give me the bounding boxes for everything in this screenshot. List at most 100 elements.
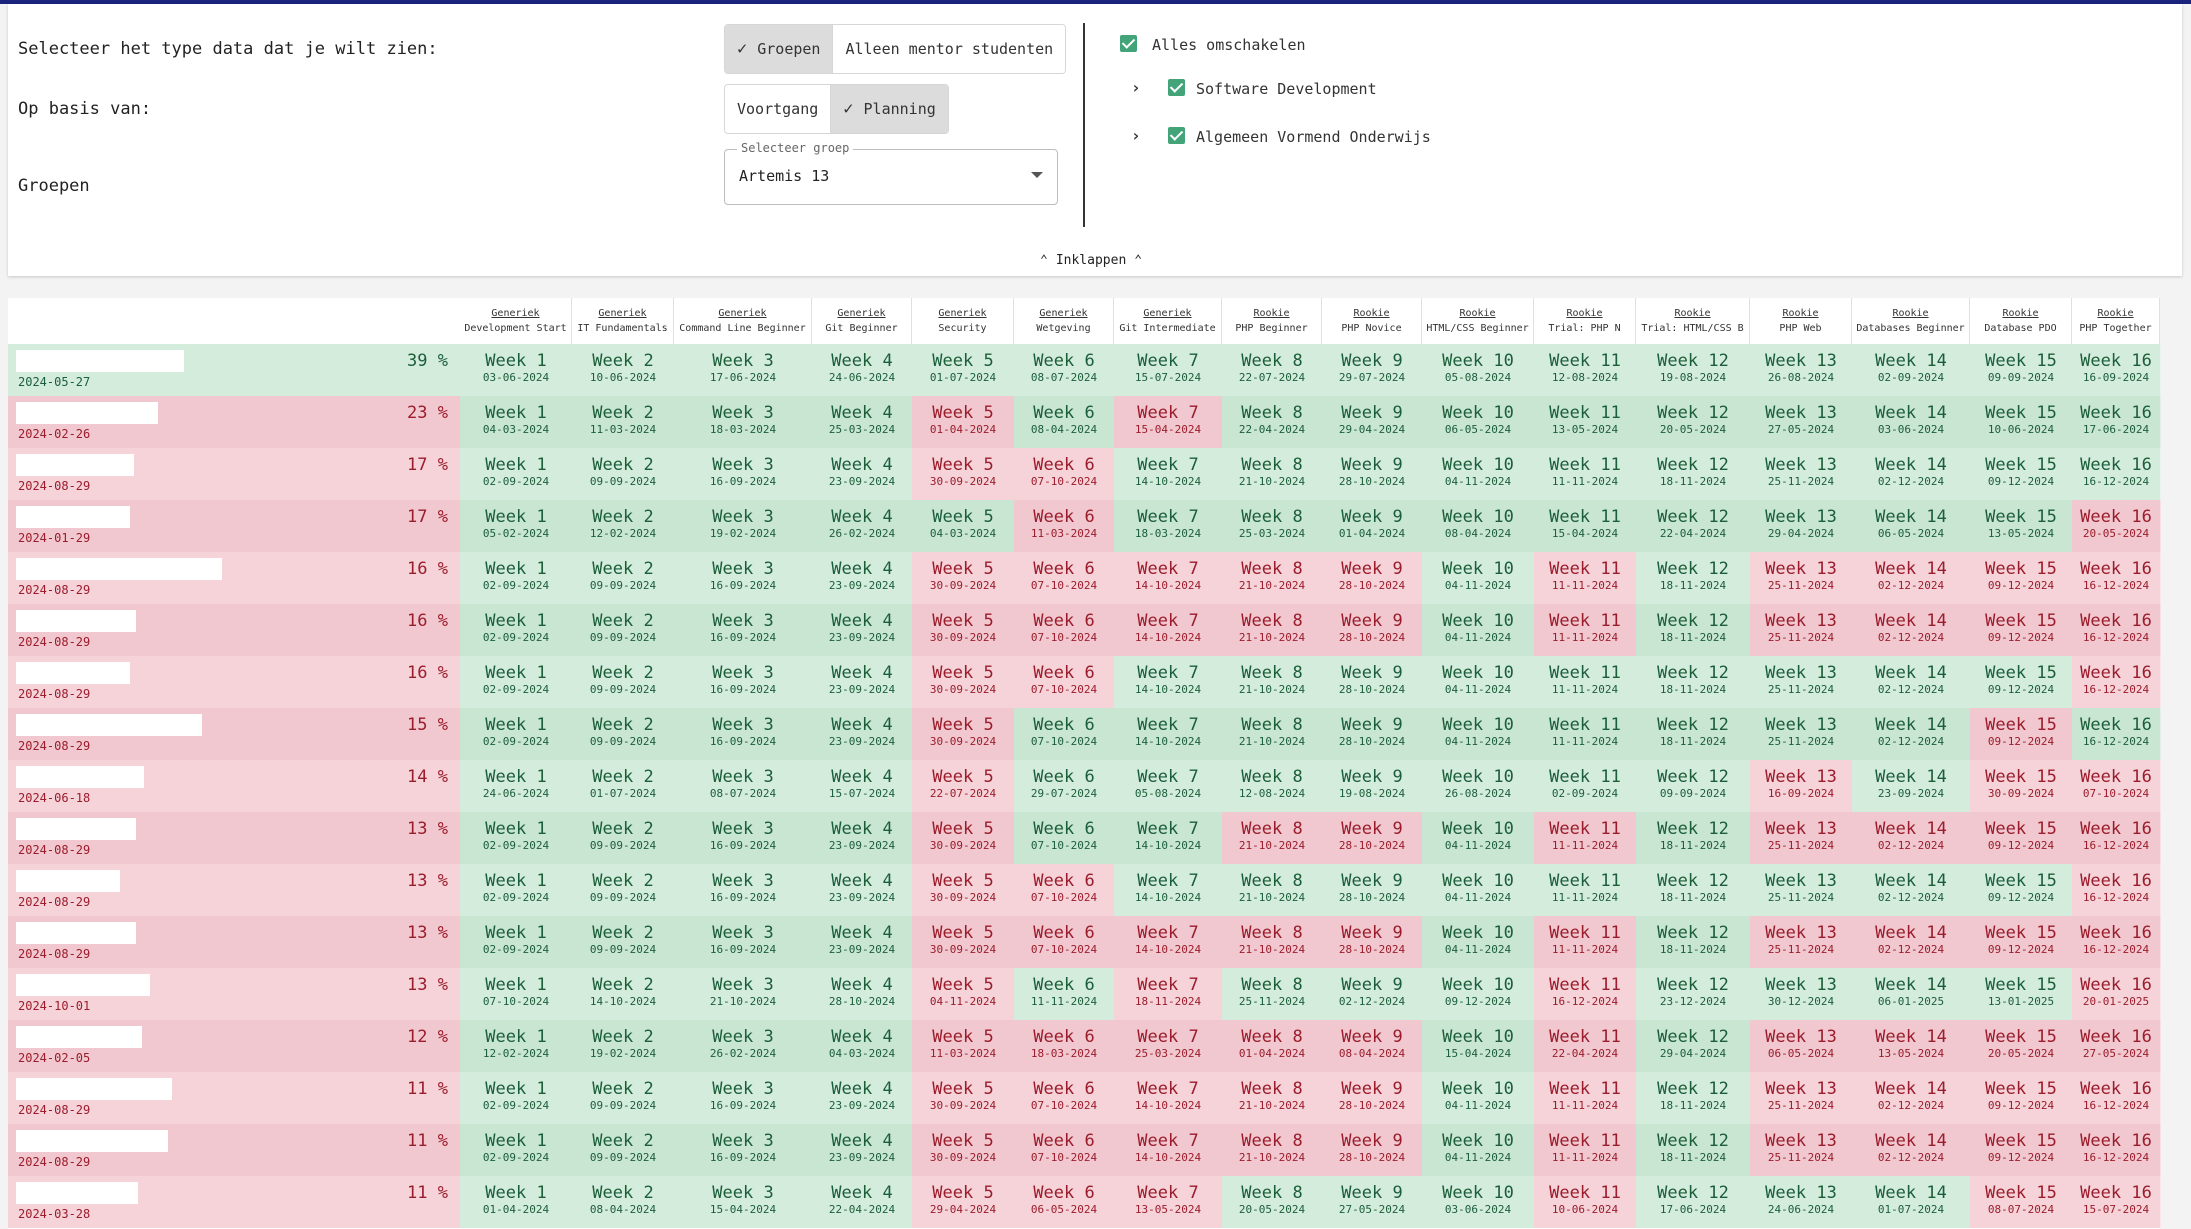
week-cell[interactable]: Week 10 04-11-2024: [1422, 1124, 1535, 1176]
week-cell[interactable]: Week 1 03-06-2024: [460, 344, 573, 396]
week-cell[interactable]: Week 1 02-09-2024: [460, 812, 573, 864]
week-cell[interactable]: Week 8 21-10-2024: [1222, 552, 1323, 604]
week-cell[interactable]: Week 9 28-10-2024: [1322, 552, 1423, 604]
week-cell[interactable]: Week 10 09-12-2024: [1422, 968, 1535, 1020]
student-cell[interactable]: 2024-08-29 13 %: [8, 864, 460, 916]
week-cell[interactable]: Week 14 02-12-2024: [1852, 916, 1971, 968]
week-cell[interactable]: Week 9 28-10-2024: [1322, 1072, 1423, 1124]
week-cell[interactable]: Week 6 08-04-2024: [1014, 396, 1115, 448]
week-cell[interactable]: Week 6 08-07-2024: [1014, 344, 1115, 396]
week-cell[interactable]: Week 6 07-10-2024: [1014, 656, 1115, 708]
week-cell[interactable]: Week 4 22-04-2024: [812, 1176, 913, 1228]
week-cell[interactable]: Week 14 02-12-2024: [1852, 1072, 1971, 1124]
week-cell[interactable]: Week 11 11-11-2024: [1534, 916, 1637, 968]
week-cell[interactable]: Week 2 09-09-2024: [572, 656, 675, 708]
column-header[interactable]: Generiek Git Intermediate: [1114, 298, 1222, 344]
week-cell[interactable]: Week 16 16-12-2024: [2072, 1072, 2161, 1124]
week-cell[interactable]: Week 9 28-10-2024: [1322, 1124, 1423, 1176]
week-cell[interactable]: Week 16 16-12-2024: [2072, 916, 2161, 968]
column-header[interactable]: Generiek Security: [912, 298, 1014, 344]
student-cell[interactable]: 2024-08-29 13 %: [8, 916, 460, 968]
week-cell[interactable]: Week 9 02-12-2024: [1322, 968, 1423, 1020]
basis-option-planning[interactable]: ✓ Planning: [830, 85, 948, 133]
week-cell[interactable]: Week 1 02-09-2024: [460, 1124, 573, 1176]
week-cell[interactable]: Week 1 02-09-2024: [460, 864, 573, 916]
week-cell[interactable]: Week 3 16-09-2024: [674, 1072, 813, 1124]
week-cell[interactable]: Week 15 20-05-2024: [1970, 1020, 2073, 1072]
week-cell[interactable]: Week 10 15-04-2024: [1422, 1020, 1535, 1072]
week-cell[interactable]: Week 12 22-04-2024: [1636, 500, 1751, 552]
week-cell[interactable]: Week 3 17-06-2024: [674, 344, 813, 396]
week-cell[interactable]: Week 12 09-09-2024: [1636, 760, 1751, 812]
week-cell[interactable]: Week 7 14-10-2024: [1114, 448, 1223, 500]
week-cell[interactable]: Week 14 02-12-2024: [1852, 708, 1971, 760]
week-cell[interactable]: Week 2 09-09-2024: [572, 604, 675, 656]
column-header[interactable]: Rookie HTML/CSS Beginner: [1422, 298, 1534, 344]
week-cell[interactable]: Week 13 25-11-2024: [1750, 552, 1853, 604]
table-row[interactable]: 2024-08-29 13 % Week 1 02-09-2024 Week 2 09-0…: [8, 864, 2161, 916]
week-cell[interactable]: Week 5 30-09-2024: [912, 864, 1015, 916]
week-cell[interactable]: Week 5 30-09-2024: [912, 1124, 1015, 1176]
week-cell[interactable]: Week 1 24-06-2024: [460, 760, 573, 812]
week-cell[interactable]: Week 7 15-04-2024: [1114, 396, 1223, 448]
week-cell[interactable]: Week 1 02-09-2024: [460, 1072, 573, 1124]
table-row[interactable]: 2024-06-18 14 % Week 1 24-06-2024 Week 2 01-0…: [8, 760, 2161, 812]
week-cell[interactable]: Week 3 19-02-2024: [674, 500, 813, 552]
week-cell[interactable]: Week 5 04-03-2024: [912, 500, 1015, 552]
week-cell[interactable]: Week 5 11-03-2024: [912, 1020, 1015, 1072]
week-cell[interactable]: Week 11 11-11-2024: [1534, 656, 1637, 708]
week-cell[interactable]: Week 13 30-12-2024: [1750, 968, 1853, 1020]
week-cell[interactable]: Week 12 18-11-2024: [1636, 1072, 1751, 1124]
week-cell[interactable]: Week 4 23-09-2024: [812, 1124, 913, 1176]
table-row[interactable]: 2024-08-29 13 % Week 1 02-09-2024 Week 2 09-0…: [8, 812, 2161, 864]
week-cell[interactable]: Week 3 16-09-2024: [674, 864, 813, 916]
week-cell[interactable]: Week 8 21-10-2024: [1222, 1124, 1323, 1176]
week-cell[interactable]: Week 6 07-10-2024: [1014, 916, 1115, 968]
week-cell[interactable]: Week 14 06-05-2024: [1852, 500, 1971, 552]
week-cell[interactable]: Week 10 06-05-2024: [1422, 396, 1535, 448]
week-cell[interactable]: Week 11 02-09-2024: [1534, 760, 1637, 812]
week-cell[interactable]: Week 10 04-11-2024: [1422, 916, 1535, 968]
week-cell[interactable]: Week 8 20-05-2024: [1222, 1176, 1323, 1228]
week-cell[interactable]: Week 8 25-03-2024: [1222, 500, 1323, 552]
week-cell[interactable]: Week 10 05-08-2024: [1422, 344, 1535, 396]
week-cell[interactable]: Week 5 30-09-2024: [912, 812, 1015, 864]
week-cell[interactable]: Week 5 30-09-2024: [912, 552, 1015, 604]
week-cell[interactable]: Week 15 13-01-2025: [1970, 968, 2073, 1020]
week-cell[interactable]: Week 14 02-12-2024: [1852, 448, 1971, 500]
week-cell[interactable]: Week 16 16-12-2024: [2072, 552, 2161, 604]
week-cell[interactable]: Week 16 16-12-2024: [2072, 812, 2161, 864]
week-cell[interactable]: Week 8 22-07-2024: [1222, 344, 1323, 396]
table-row[interactable]: 2024-08-29 16 % Week 1 02-09-2024 Week 2 09-0…: [8, 552, 2161, 604]
week-cell[interactable]: Week 5 30-09-2024: [912, 708, 1015, 760]
week-cell[interactable]: Week 14 02-12-2024: [1852, 604, 1971, 656]
week-cell[interactable]: Week 12 18-11-2024: [1636, 708, 1751, 760]
week-cell[interactable]: Week 5 30-09-2024: [912, 916, 1015, 968]
week-cell[interactable]: Week 1 02-09-2024: [460, 448, 573, 500]
week-cell[interactable]: Week 2 08-04-2024: [572, 1176, 675, 1228]
week-cell[interactable]: Week 12 20-05-2024: [1636, 396, 1751, 448]
week-cell[interactable]: Week 6 06-05-2024: [1014, 1176, 1115, 1228]
week-cell[interactable]: Week 11 12-08-2024: [1534, 344, 1637, 396]
week-cell[interactable]: Week 13 25-11-2024: [1750, 916, 1853, 968]
week-cell[interactable]: Week 15 09-12-2024: [1970, 1072, 2073, 1124]
week-cell[interactable]: Week 3 08-07-2024: [674, 760, 813, 812]
week-cell[interactable]: Week 13 25-11-2024: [1750, 604, 1853, 656]
week-cell[interactable]: Week 11 10-06-2024: [1534, 1176, 1637, 1228]
week-cell[interactable]: Week 11 11-11-2024: [1534, 552, 1637, 604]
week-cell[interactable]: Week 14 02-12-2024: [1852, 1124, 1971, 1176]
week-cell[interactable]: Week 11 13-05-2024: [1534, 396, 1637, 448]
week-cell[interactable]: Week 8 21-10-2024: [1222, 864, 1323, 916]
student-cell[interactable]: 2024-05-27 39 %: [8, 344, 460, 396]
week-cell[interactable]: Week 8 21-10-2024: [1222, 656, 1323, 708]
week-cell[interactable]: Week 2 09-09-2024: [572, 708, 675, 760]
type-option-groepen[interactable]: ✓ Groepen: [725, 25, 833, 73]
week-cell[interactable]: Week 14 23-09-2024: [1852, 760, 1971, 812]
table-row[interactable]: 2024-08-29 17 % Week 1 02-09-2024 Week 2 09-0…: [8, 448, 2161, 500]
week-cell[interactable]: Week 16 20-01-2025: [2072, 968, 2161, 1020]
week-cell[interactable]: Week 4 28-10-2024: [812, 968, 913, 1020]
column-header[interactable]: Generiek Wetgeving: [1014, 298, 1114, 344]
table-row[interactable]: 2024-10-01 13 % Week 1 07-10-2024 Week 2 14-1…: [8, 968, 2161, 1020]
week-cell[interactable]: Week 2 09-09-2024: [572, 916, 675, 968]
week-cell[interactable]: Week 3 16-09-2024: [674, 812, 813, 864]
